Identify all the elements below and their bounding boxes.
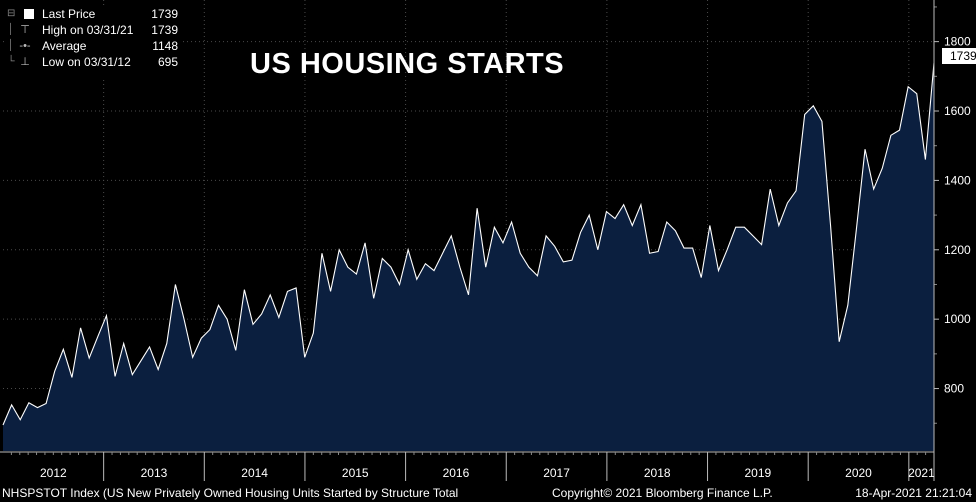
series-area-fill bbox=[3, 62, 934, 451]
x-tick-label: 2018 bbox=[644, 466, 671, 480]
legend-branch-icon: │ bbox=[7, 40, 15, 51]
high-marker-icon: ⊤ bbox=[20, 24, 30, 36]
legend-branch-icon: └ bbox=[7, 56, 15, 67]
axes: 800 1000 1200 1400 1600 1800 2012 2013 2014 2015 2… bbox=[0, 0, 971, 481]
footer-copyright: Copyright© 2021 Bloomberg Finance L.P. bbox=[552, 486, 773, 500]
legend-value: 1148 bbox=[152, 39, 178, 53]
y-tick-label: 800 bbox=[944, 382, 964, 396]
x-tick-label: 2019 bbox=[745, 466, 772, 480]
legend-box: ⊟ Last Price 1739 │ ⊤ High on 03/31/21 1… bbox=[4, 6, 182, 80]
legend-row-last-price: ⊟ Last Price 1739 bbox=[4, 6, 182, 22]
low-marker-icon: ⊥ bbox=[20, 56, 30, 68]
legend-value: 1739 bbox=[151, 7, 178, 21]
x-tick-label: 2017 bbox=[543, 466, 570, 480]
legend-label: Average bbox=[42, 39, 87, 53]
y-tick-label: 1800 bbox=[944, 35, 971, 49]
y-tick-label: 1600 bbox=[944, 104, 971, 118]
legend-swatch-icon bbox=[24, 9, 34, 19]
y-tick-label: 1000 bbox=[944, 312, 971, 326]
legend-value: 1739 bbox=[151, 23, 178, 37]
legend-row-low: └ ⊥ Low on 03/31/12 695 bbox=[4, 54, 182, 70]
average-marker-icon: -•- bbox=[19, 40, 31, 52]
legend-value: 695 bbox=[157, 55, 178, 69]
x-tick-label: 2015 bbox=[342, 466, 369, 480]
x-tick-label: 2020 bbox=[845, 466, 872, 480]
legend-collapse-icon[interactable]: ⊟ bbox=[7, 8, 16, 19]
series-line bbox=[2, 62, 935, 426]
legend-branch-icon: │ bbox=[7, 24, 15, 35]
last-price-tag: 1739 bbox=[942, 48, 976, 64]
legend-label: Low on 03/31/12 bbox=[42, 55, 131, 69]
x-tick-label: 2013 bbox=[141, 466, 168, 480]
x-tick-label: 2014 bbox=[241, 466, 268, 480]
footer-timestamp: 18-Apr-2021 21:21:04 bbox=[855, 486, 972, 500]
x-tick-label: 2021 bbox=[908, 466, 935, 480]
legend-row-high: │ ⊤ High on 03/31/21 1739 bbox=[4, 22, 182, 38]
y-tick-label: 1400 bbox=[944, 173, 971, 187]
series-area bbox=[2, 62, 935, 451]
legend-row-average: │ -•- Average 1148 bbox=[4, 38, 182, 54]
y-tick-label: 1200 bbox=[944, 243, 971, 257]
footer-source: NHSPSTOT Index (US New Privately Owned H… bbox=[2, 486, 459, 500]
legend-label: High on 03/31/21 bbox=[42, 23, 134, 37]
chart-title: US HOUSING STARTS bbox=[250, 48, 565, 80]
x-tick-label: 2012 bbox=[40, 466, 67, 480]
legend-label: Last Price bbox=[42, 7, 96, 21]
x-tick-label: 2016 bbox=[443, 466, 470, 480]
